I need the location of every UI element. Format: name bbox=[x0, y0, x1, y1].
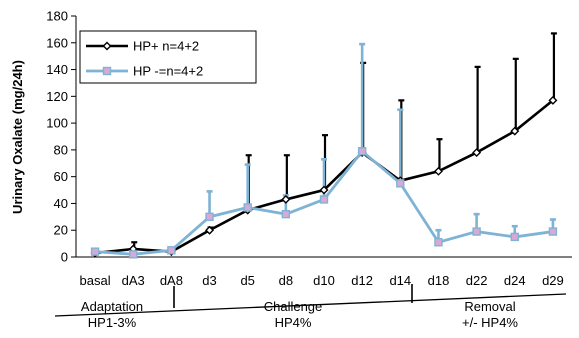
data-point-1-d10 bbox=[319, 195, 329, 204]
x-tick-label-d12: d12 bbox=[351, 273, 373, 288]
phase-name-2: Removal bbox=[464, 299, 515, 314]
data-point-1-d18 bbox=[434, 238, 443, 247]
y-tick-labels: 0 20 40 60 80 100 120 140 160 180 bbox=[46, 9, 68, 265]
y-tick-label: 120 bbox=[46, 89, 68, 104]
phase-name-1: Challenge bbox=[264, 299, 323, 314]
data-point-1-d12 bbox=[357, 147, 367, 156]
y-tick-label: 60 bbox=[54, 169, 68, 184]
x-tick-label-d22: d22 bbox=[466, 273, 488, 288]
legend-entry-0: HP+ n=4+2 bbox=[133, 39, 199, 54]
phase-label-1: HP4% bbox=[275, 315, 312, 330]
x-tick-label-d24: d24 bbox=[504, 273, 526, 288]
x-tick-label-dA8: dA8 bbox=[160, 273, 183, 288]
data-point-0-d18 bbox=[433, 166, 443, 176]
data-point-1-d29 bbox=[548, 227, 558, 236]
y-tick-label: 180 bbox=[46, 9, 68, 24]
x-tick-label-d3: d3 bbox=[202, 273, 216, 288]
data-point-0-d29 bbox=[548, 95, 558, 105]
x-tick-label-d5: d5 bbox=[240, 273, 254, 288]
data-point-1-dA8 bbox=[167, 246, 176, 255]
x-tick-label-d10: d10 bbox=[313, 273, 335, 288]
y-tick-label: 80 bbox=[54, 142, 68, 157]
y-tick-label: 0 bbox=[61, 250, 68, 265]
data-point-1-d5 bbox=[243, 203, 252, 212]
y-axis-label: Urinary Oxalate (mg/24h) bbox=[10, 60, 25, 214]
data-point-0-d24 bbox=[510, 126, 520, 136]
data-point-0-d22 bbox=[472, 148, 482, 158]
phase-timeline bbox=[54, 293, 567, 317]
x-tick-label-d14: d14 bbox=[389, 273, 411, 288]
y-tick-label: 140 bbox=[46, 62, 68, 77]
data-point-1-d14 bbox=[396, 179, 405, 188]
x-tick-labels: basal dA3 dA8 d3 d5 d8 d10 d12 d14 d18 d22 d24 d29 bbox=[80, 273, 564, 288]
x-tick-label-basal: basal bbox=[80, 273, 111, 288]
data-point-1-d8 bbox=[281, 209, 291, 219]
x-tick-label-d29: d29 bbox=[542, 273, 564, 288]
data-point-0-d8 bbox=[281, 194, 291, 204]
data-point-0-d3 bbox=[205, 225, 215, 235]
data-point-1-dA3 bbox=[129, 250, 138, 259]
legend-entry-1: HP -=n=4+2 bbox=[133, 64, 203, 79]
y-tick-label: 40 bbox=[54, 196, 68, 211]
data-point-1-d24 bbox=[510, 232, 519, 242]
phase-label-0: HP1-3% bbox=[88, 315, 137, 330]
legend-swatch-marker-1 bbox=[102, 66, 112, 76]
data-point-1-d22 bbox=[472, 227, 481, 236]
series-lines bbox=[90, 95, 558, 259]
y-tick-label: 20 bbox=[54, 223, 68, 238]
x-tick-label-d8: d8 bbox=[279, 273, 293, 288]
y-tick-label: 160 bbox=[46, 35, 68, 50]
x-tick-label-dA3: dA3 bbox=[122, 273, 145, 288]
y-tick-label: 100 bbox=[46, 116, 68, 131]
data-point-1-basal bbox=[90, 247, 100, 256]
legend-swatch-marker-0 bbox=[102, 41, 112, 51]
phase-label-2: +/- HP4% bbox=[462, 315, 518, 330]
x-tick-label-d18: d18 bbox=[428, 273, 450, 288]
legend: HP+ n=4+2 HP -=n=4+2 bbox=[79, 30, 257, 84]
data-point-0-d10 bbox=[319, 185, 329, 195]
phase-name-0: Adaptation bbox=[81, 299, 143, 314]
chart-axes bbox=[71, 15, 572, 258]
data-point-1-d3 bbox=[205, 212, 214, 222]
